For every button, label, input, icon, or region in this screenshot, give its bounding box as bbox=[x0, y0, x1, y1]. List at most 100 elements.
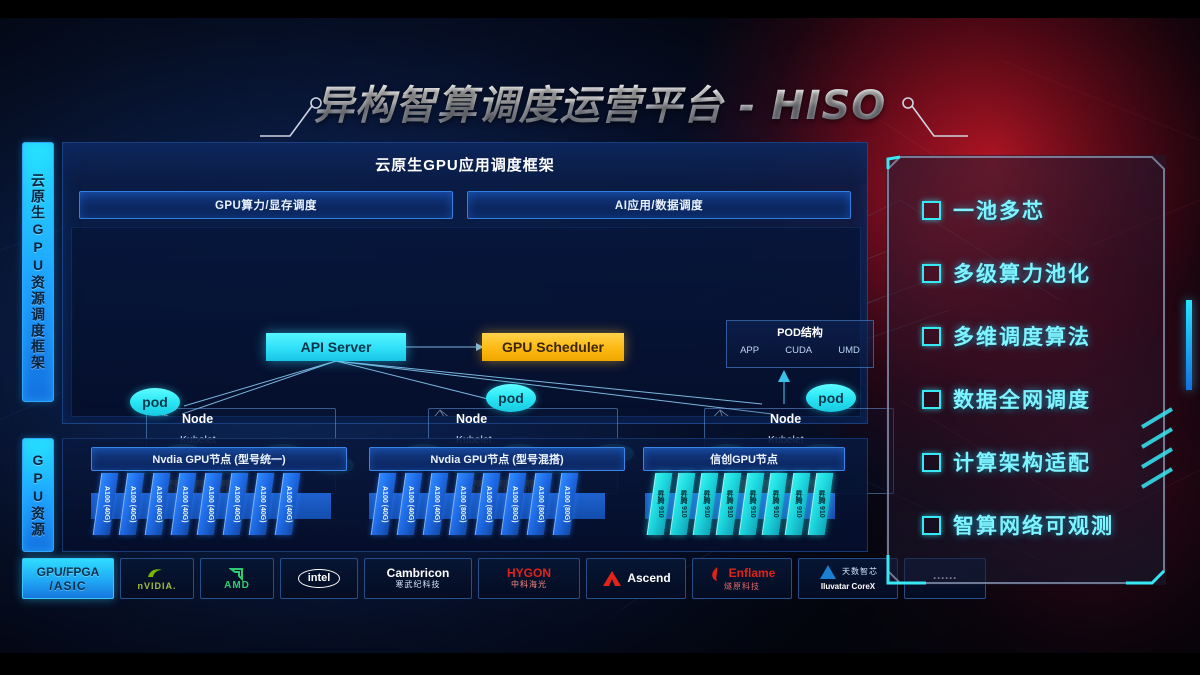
vendor-chip-intel[interactable]: intel bbox=[280, 558, 358, 599]
right-edge-accent bbox=[1186, 300, 1192, 390]
vendor-sub-nvidia: nVIDIA. bbox=[137, 580, 177, 591]
gpu-node-bar-nvidia-uniform-label: Nvdia GPU节点 (型号统一) bbox=[152, 454, 286, 466]
pod-ellipse-3[interactable]: pod bbox=[806, 384, 856, 412]
vendor-sub-iluvatar: Iluvatar CoreX bbox=[820, 582, 876, 591]
gpu-card-label-2-4: A100 (80G) bbox=[458, 485, 466, 523]
feature-panel-frame bbox=[886, 155, 1166, 585]
bottom-letterbox bbox=[0, 653, 1200, 675]
cloud-native-framework-panel: 云原生GPU应用调度框架 GPU算力/显存调度 AI应用/数据调度 bbox=[62, 142, 894, 497]
gpu-card-label-1-6: A100 (40G) bbox=[232, 485, 240, 523]
gpu-node-bar-nvidia-mixed-label: Nvdia GPU节点 (型号混搭) bbox=[430, 454, 564, 466]
pod-ellipse-2[interactable]: pod bbox=[486, 384, 536, 412]
pod-structure-box: POD结构 APP CUDA UMD bbox=[726, 320, 874, 368]
enflame-logo-icon: Enflame bbox=[709, 566, 776, 582]
gpu-card-label-2-6: A100 (80G) bbox=[510, 485, 518, 523]
gpu-card-label-3-6: 昇腾 910 bbox=[772, 490, 779, 518]
gpu-card-label-3-7: 昇腾 910 bbox=[795, 490, 802, 518]
vendor-name-iluvatar: 天数智芯 bbox=[842, 567, 878, 576]
ascend-logo-icon: Ascend bbox=[601, 570, 671, 588]
title-right-ornament bbox=[898, 96, 968, 140]
gpu-card-label-1-4: A100 (40G) bbox=[180, 485, 188, 523]
nvidia-logo-icon bbox=[146, 567, 168, 581]
gpu-card-label-3-5: 昇腾 910 bbox=[749, 490, 756, 518]
gpu-card-label-3-2: 昇腾 910 bbox=[680, 490, 687, 518]
feature-label-6: 智算网络可观测 bbox=[953, 515, 1114, 538]
vendor-chip-ascend[interactable]: Ascend bbox=[586, 558, 686, 599]
subbar-ai-app-data[interactable]: AI应用/数据调度 bbox=[467, 191, 851, 219]
subbar-gpu-compute-memory-label: GPU算力/显存调度 bbox=[214, 200, 318, 212]
vendor-name-hygon: HYGON bbox=[506, 566, 551, 580]
vendor-chip-enflame[interactable]: Enflame 燧原科技 bbox=[692, 558, 792, 599]
amd-logo-icon bbox=[229, 567, 245, 581]
pod-label-3: pod bbox=[818, 390, 844, 406]
feature-label-4: 数据全网调度 bbox=[953, 389, 1091, 412]
checkbox-icon[interactable] bbox=[922, 452, 941, 472]
api-server-label: API Server bbox=[300, 339, 372, 355]
title-left-ornament bbox=[260, 96, 330, 140]
vendor-chip-iluvatar[interactable]: 天数智芯 Iluvatar CoreX bbox=[798, 558, 898, 599]
vendor-chip-nvidia[interactable]: nVIDIA. bbox=[120, 558, 194, 599]
vendor-sub-amd: AMD bbox=[224, 579, 250, 591]
subbar-gpu-compute-memory[interactable]: GPU算力/显存调度 bbox=[79, 191, 453, 219]
gpu-card-label-2-2: A100 (40G) bbox=[406, 485, 414, 523]
checkbox-icon[interactable] bbox=[922, 200, 941, 220]
vertical-tab-gpu-resources-label: GPU资源 bbox=[30, 452, 46, 538]
gpu-card-label-1-5: A100 (40G) bbox=[206, 485, 214, 523]
gpu-card-label-2-8: A100 (80G) bbox=[562, 485, 570, 523]
gpu-card-label-1-1: A100 (40G) bbox=[102, 485, 110, 523]
gpu-node-bar-xinchuang[interactable]: 信创GPU节点 bbox=[643, 447, 845, 471]
architecture-diagram: 云原生GPU资源调度框架 GPU资源 云原生GPU应用调度框架 GPU算力/显存… bbox=[22, 142, 894, 597]
vertical-tab-framework: 云原生GPU资源调度框架 bbox=[22, 142, 54, 402]
node-label-3: Node bbox=[770, 412, 802, 426]
pod-structure-item-umd: UMD bbox=[838, 345, 860, 356]
gpu-node-bar-nvidia-uniform[interactable]: Nvdia GPU节点 (型号统一) bbox=[91, 447, 347, 471]
vendor-chip-gpu-fpga-asic[interactable]: GPU/FPGA/ASIC bbox=[22, 558, 114, 599]
panel-side-decoration bbox=[1140, 407, 1174, 489]
feature-highlights-panel: 一池多芯多级算力池化多维调度算法数据全网调度计算架构适配智算网络可观测 bbox=[886, 155, 1174, 585]
vendor-name-cambricon: Cambricon bbox=[386, 566, 450, 580]
feature-label-1: 一池多芯 bbox=[953, 200, 1045, 223]
checkbox-icon[interactable] bbox=[922, 515, 941, 535]
gpu-card-label-3-8: 昇腾 910 bbox=[818, 490, 825, 518]
pod-label-1: pod bbox=[142, 394, 168, 410]
checkbox-icon[interactable] bbox=[922, 263, 941, 283]
feature-item-3[interactable]: 多维调度算法 bbox=[922, 321, 1091, 351]
gpu-scheduler-box[interactable]: GPU Scheduler bbox=[482, 333, 624, 361]
vendor-name-ascend: Ascend bbox=[627, 571, 671, 585]
checkbox-icon[interactable] bbox=[922, 389, 941, 409]
gpu-card-label-3-1: 昇腾 910 bbox=[657, 490, 664, 518]
node-label-1: Node bbox=[182, 412, 214, 426]
gpu-card-label-3-3: 昇腾 910 bbox=[703, 490, 710, 518]
framework-connector-lines bbox=[162, 343, 790, 416]
pod-structure-title: POD结构 bbox=[777, 327, 823, 339]
checkbox-icon[interactable] bbox=[922, 326, 941, 346]
feature-item-1[interactable]: 一池多芯 bbox=[922, 195, 1045, 225]
vendor-chip-amd[interactable]: AMD bbox=[200, 558, 274, 599]
vendor-sub-enflame: 燧原科技 bbox=[724, 581, 760, 591]
framework-panel-body: API Server GPU Scheduler POD结构 APP CUDA … bbox=[71, 227, 894, 497]
api-server-box[interactable]: API Server bbox=[266, 333, 406, 361]
feature-panel-background bbox=[886, 155, 1166, 585]
feature-item-5[interactable]: 计算架构适配 bbox=[922, 447, 1091, 477]
feature-label-2: 多级算力池化 bbox=[953, 263, 1091, 286]
feature-item-6[interactable]: 智算网络可观测 bbox=[922, 510, 1114, 540]
slide-title: 异构智算调度运营平台 - HISO bbox=[314, 73, 887, 131]
feature-item-2[interactable]: 多级算力池化 bbox=[922, 258, 1091, 288]
vertical-tab-framework-label: 云原生GPU资源调度框架 bbox=[30, 173, 46, 371]
gpu-card-label-2-1: A100 (40G) bbox=[380, 485, 388, 523]
vendor-sub-hygon: 中科海光 bbox=[511, 580, 547, 589]
iluvatar-logo-icon: 天数智芯 bbox=[818, 564, 878, 580]
node-label-2: Node bbox=[456, 412, 488, 426]
gpu-card-label-1-8: A100 (40G) bbox=[284, 485, 292, 523]
gpu-card-label-1-2: A100 (40G) bbox=[128, 485, 136, 523]
vendor-chip-cambricon[interactable]: Cambricon 寒武纪科技 bbox=[364, 558, 472, 599]
vendor-chip-hygon[interactable]: HYGON 中科海光 bbox=[478, 558, 580, 599]
vendor-name-gpu-fpga-asic: GPU/FPGA bbox=[36, 564, 100, 579]
gpu-node-bar-nvidia-mixed[interactable]: Nvdia GPU节点 (型号混搭) bbox=[369, 447, 625, 471]
vendor-name-enflame: Enflame bbox=[728, 566, 776, 580]
gpu-card-label-2-5: A100 (80G) bbox=[484, 485, 492, 523]
pod-ellipse-1[interactable]: pod bbox=[130, 388, 180, 416]
feature-item-4[interactable]: 数据全网调度 bbox=[922, 384, 1091, 414]
vendor-sub-gpu-fpga-asic: /ASIC bbox=[49, 578, 87, 593]
